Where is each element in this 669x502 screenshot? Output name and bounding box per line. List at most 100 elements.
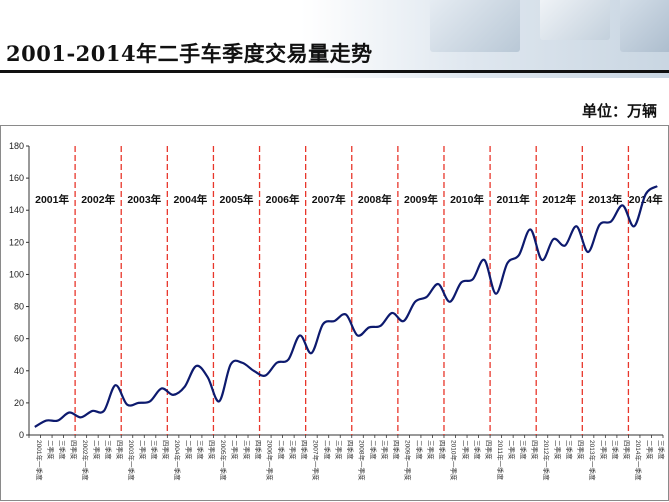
x-tick-label: 三季度 (427, 440, 436, 460)
x-tick-label: 二季度 (369, 440, 378, 460)
data-point (149, 400, 151, 402)
unit-label: 单位：万辆 (581, 103, 657, 120)
x-tick-label: 二季度 (46, 440, 55, 460)
data-point (34, 426, 36, 428)
data-point (137, 402, 139, 404)
x-tick-label: 二季度 (415, 440, 424, 460)
x-tick-label: 四季度 (438, 440, 447, 460)
x-tick-label: 2006年一季度 (265, 440, 274, 481)
x-tick-label: 四季度 (484, 440, 493, 460)
data-point (472, 278, 474, 280)
data-point (206, 376, 208, 378)
x-tick-label: 三季度 (565, 440, 574, 460)
data-point (379, 325, 381, 327)
y-tick-label: 160 (9, 173, 24, 183)
data-point (195, 365, 197, 367)
year-label: 2011年 (497, 193, 531, 206)
y-tick-label: 140 (9, 205, 24, 215)
x-tick-label: 2011年一季度 (496, 440, 505, 480)
year-label: 2003年 (127, 193, 161, 206)
y-tick-label: 60 (14, 334, 24, 344)
data-point (621, 204, 623, 206)
data-point (460, 281, 462, 283)
data-point (253, 370, 255, 372)
x-tick-label: 三季度 (58, 440, 67, 460)
chart-frame: 0 20 40 60 80 100 120 140 160 180 2001年 2002年 2003年 2… (0, 125, 669, 501)
year-label: 2014年 (629, 193, 663, 206)
x-tick-label: 2007年一季度 (311, 440, 320, 481)
x-tick-label: 二季度 (277, 440, 286, 460)
data-point (345, 313, 347, 315)
x-tick-label: 二季度 (600, 440, 609, 460)
y-tick-label: 20 (14, 398, 24, 408)
year-label: 2008年 (358, 193, 392, 206)
data-point (495, 293, 497, 295)
x-tick-label: 三季度 (473, 440, 482, 460)
x-tick-label: 四季度 (115, 440, 124, 460)
data-point (598, 223, 600, 225)
year-label: 2007年 (312, 193, 346, 206)
year-label: 2004年 (173, 193, 207, 206)
x-tick-label: 二季度 (231, 440, 240, 460)
x-tick-label: 2008年一季度 (358, 440, 367, 481)
series-line (34, 185, 658, 428)
y-tick-label: 80 (14, 302, 24, 312)
data-point (610, 220, 612, 222)
year-label: 2002年 (81, 193, 115, 206)
x-tick-label: 四季度 (530, 440, 539, 460)
x-tick-label: 二季度 (553, 440, 562, 460)
x-tick-label: 三季度 (242, 440, 251, 460)
y-tick-label: 0 (19, 430, 24, 440)
x-tick-label: 2010年一季度 (450, 440, 459, 481)
data-point (183, 386, 185, 388)
x-tick-label: 三季度 (104, 440, 113, 460)
data-point (575, 225, 577, 227)
year-label: 2009年 (404, 193, 438, 206)
data-point (45, 419, 47, 421)
x-tick-label: 2004年一季度 (173, 440, 182, 481)
data-point (449, 301, 451, 303)
decorative-cube (620, 0, 669, 52)
x-tick-label: 2001年一季度 (35, 440, 44, 481)
x-tick-label: 2005年一季度 (219, 440, 228, 481)
x-tick-label: 2013年一季度 (588, 440, 597, 481)
data-point (103, 410, 105, 412)
x-tick-label: 三季度 (196, 440, 205, 460)
y-tick-label: 180 (9, 141, 24, 151)
year-label: 2006年 (266, 193, 300, 206)
x-tick-label: 三季度 (519, 440, 528, 460)
data-point (333, 320, 335, 322)
data-point (264, 374, 266, 376)
x-tick-label: 2012年一季度 (542, 440, 551, 481)
x-tick-label: 四季度 (577, 440, 586, 460)
year-label: 2010年 (450, 193, 484, 206)
data-point (633, 225, 635, 227)
x-tick-label: 二季度 (461, 440, 470, 460)
x-tick-label: 四季度 (346, 440, 355, 460)
data-point (276, 362, 278, 364)
decorative-cube (430, 0, 520, 52)
x-tick-label: 三季度 (334, 440, 343, 460)
line-chart: 0 20 40 60 80 100 120 140 160 180 2001年 2002年 2003年 2… (9, 141, 666, 481)
x-tick-label: 四季度 (69, 440, 78, 460)
data-point (414, 301, 416, 303)
x-tick-label: 2009年一季度 (404, 440, 413, 481)
data-point (218, 400, 220, 402)
data-point (160, 387, 162, 389)
x-tick-label: 二季度 (646, 440, 655, 460)
x-tick-label: 三季度 (288, 440, 297, 460)
x-tick-label: 二季度 (139, 440, 148, 460)
data-point (241, 362, 243, 364)
data-point (287, 358, 289, 360)
year-label: 2012年 (542, 193, 576, 206)
x-tick-label: 二季度 (507, 440, 516, 460)
data-point (541, 259, 543, 261)
x-tick-label: 四季度 (254, 440, 263, 460)
x-tick-label: 四季度 (300, 440, 309, 460)
decorative-cube (540, 0, 610, 40)
data-point (645, 193, 647, 195)
data-point (322, 323, 324, 325)
y-tick-label: 40 (14, 366, 24, 376)
data-point (80, 416, 82, 418)
x-tick-label: 三季度 (657, 440, 666, 460)
